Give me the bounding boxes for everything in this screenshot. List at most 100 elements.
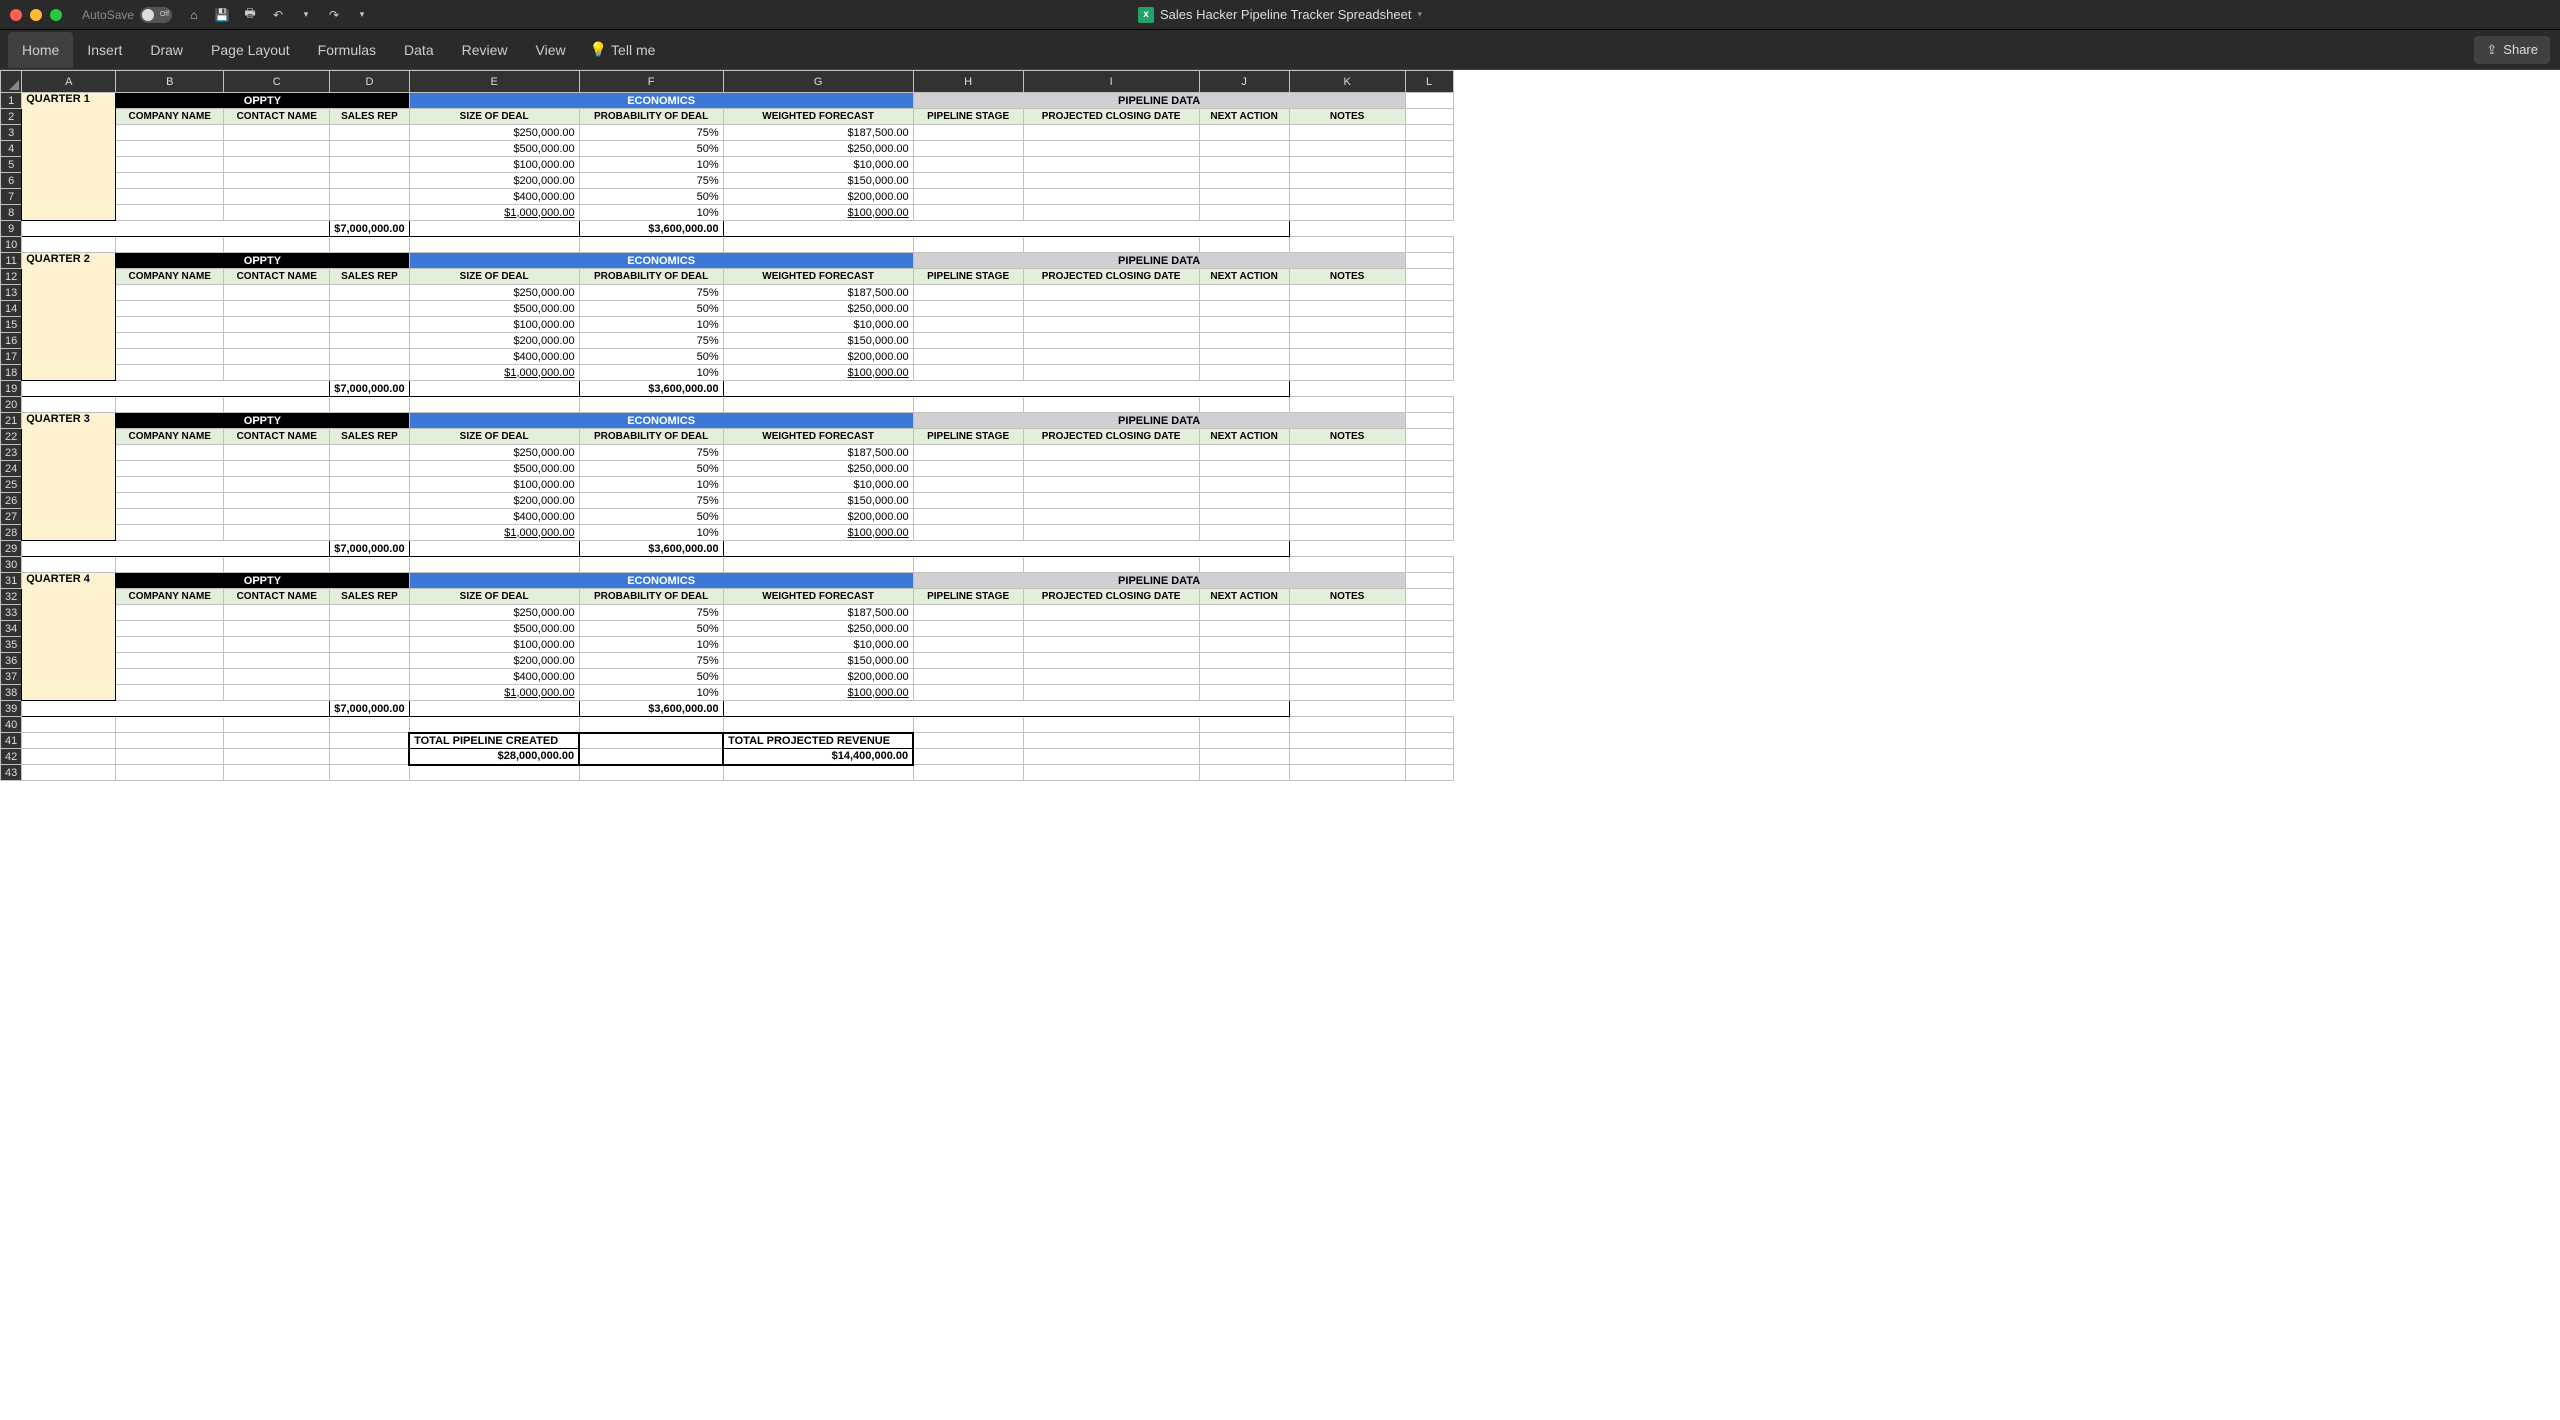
cell[interactable]	[116, 461, 224, 477]
cell[interactable]	[116, 525, 224, 541]
cell[interactable]	[330, 621, 409, 637]
cell[interactable]	[116, 685, 224, 701]
col-header-g[interactable]: G	[723, 71, 913, 93]
cell[interactable]	[116, 365, 224, 381]
subheader-cell[interactable]: SIZE OF DEAL	[409, 269, 579, 285]
cell[interactable]	[1405, 669, 1453, 685]
size-of-deal[interactable]: $200,000.00	[409, 653, 579, 669]
row-header-35[interactable]: 35	[1, 637, 22, 653]
size-of-deal[interactable]: $100,000.00	[409, 477, 579, 493]
cell[interactable]	[1289, 237, 1405, 253]
cell[interactable]	[330, 461, 409, 477]
subheader-cell[interactable]: PROBABILITY OF DEAL	[579, 589, 723, 605]
cell[interactable]	[1405, 109, 1453, 125]
redo-icon[interactable]: ↷	[326, 7, 342, 23]
probability[interactable]: 75%	[579, 653, 723, 669]
cell[interactable]	[1023, 653, 1199, 669]
cell[interactable]	[1289, 717, 1405, 733]
row-header-18[interactable]: 18	[1, 365, 22, 381]
weighted-forecast[interactable]: $150,000.00	[723, 173, 913, 189]
row-header-41[interactable]: 41	[1, 733, 22, 749]
cell[interactable]	[1199, 205, 1289, 221]
cell[interactable]	[1023, 285, 1199, 301]
cell[interactable]	[1405, 93, 1453, 109]
size-of-deal[interactable]: $500,000.00	[409, 621, 579, 637]
probability[interactable]: 50%	[579, 509, 723, 525]
col-header-f[interactable]: F	[579, 71, 723, 93]
cell[interactable]	[116, 157, 224, 173]
cell[interactable]	[1289, 733, 1405, 749]
probability[interactable]: 50%	[579, 669, 723, 685]
row-header-25[interactable]: 25	[1, 477, 22, 493]
row-header-20[interactable]: 20	[1, 397, 22, 413]
cell[interactable]	[1289, 765, 1405, 781]
cell[interactable]	[1405, 413, 1453, 429]
row-header-26[interactable]: 26	[1, 493, 22, 509]
row-header-24[interactable]: 24	[1, 461, 22, 477]
subheader-cell[interactable]: NOTES	[1289, 269, 1405, 285]
cell[interactable]	[116, 445, 224, 461]
cell[interactable]	[116, 477, 224, 493]
cell[interactable]	[224, 333, 330, 349]
cell[interactable]	[1023, 333, 1199, 349]
autosave-toggle[interactable]: AutoSave Off	[82, 7, 172, 23]
cell[interactable]	[1199, 141, 1289, 157]
row-header-43[interactable]: 43	[1, 765, 22, 781]
cell[interactable]	[913, 301, 1023, 317]
cell[interactable]	[1289, 301, 1405, 317]
cell[interactable]	[913, 477, 1023, 493]
cell[interactable]	[330, 445, 409, 461]
cell[interactable]	[116, 237, 224, 253]
cell[interactable]	[1289, 669, 1405, 685]
print-icon[interactable]: 🖶	[242, 7, 258, 23]
subheader-cell[interactable]: NEXT ACTION	[1199, 589, 1289, 605]
cell[interactable]	[330, 141, 409, 157]
cell[interactable]	[224, 557, 330, 573]
cell[interactable]	[1405, 749, 1453, 765]
row-header-40[interactable]: 40	[1, 717, 22, 733]
row-header-34[interactable]: 34	[1, 621, 22, 637]
probability[interactable]: 50%	[579, 301, 723, 317]
weighted-forecast[interactable]: $10,000.00	[723, 317, 913, 333]
cell[interactable]	[330, 477, 409, 493]
cell[interactable]	[1289, 557, 1405, 573]
cell[interactable]	[913, 157, 1023, 173]
cell[interactable]	[330, 525, 409, 541]
cell[interactable]	[330, 205, 409, 221]
subheader-cell[interactable]: NEXT ACTION	[1199, 269, 1289, 285]
weighted-forecast[interactable]: $10,000.00	[723, 477, 913, 493]
size-of-deal[interactable]: $250,000.00	[409, 605, 579, 621]
cell[interactable]	[116, 493, 224, 509]
row-header-16[interactable]: 16	[1, 333, 22, 349]
cell[interactable]	[22, 541, 330, 557]
cell[interactable]	[913, 461, 1023, 477]
section-oppty[interactable]: OPPTY	[116, 253, 409, 269]
row-header-36[interactable]: 36	[1, 653, 22, 669]
cell[interactable]	[723, 557, 913, 573]
cell[interactable]	[116, 317, 224, 333]
probability[interactable]: 50%	[579, 349, 723, 365]
subheader-cell[interactable]: SIZE OF DEAL	[409, 109, 579, 125]
cell[interactable]	[1023, 237, 1199, 253]
quarter-total-forecast[interactable]: $3,600,000.00	[579, 701, 723, 717]
tab-formulas[interactable]: Formulas	[304, 32, 390, 68]
col-header-i[interactable]: I	[1023, 71, 1199, 93]
cell[interactable]	[1289, 445, 1405, 461]
cell[interactable]	[1199, 333, 1289, 349]
cell[interactable]	[1405, 477, 1453, 493]
cell[interactable]	[1405, 333, 1453, 349]
weighted-forecast[interactable]: $250,000.00	[723, 301, 913, 317]
subheader-cell[interactable]: PROJECTED CLOSING DATE	[1023, 269, 1199, 285]
cell[interactable]	[224, 525, 330, 541]
cell[interactable]	[913, 717, 1023, 733]
cell[interactable]	[116, 717, 224, 733]
row-header-31[interactable]: 31	[1, 573, 22, 589]
section-pipeline[interactable]: PIPELINE DATA	[913, 253, 1405, 269]
subheader-cell[interactable]: CONTACT NAME	[224, 429, 330, 445]
cell[interactable]	[1023, 461, 1199, 477]
weighted-forecast[interactable]: $100,000.00	[723, 365, 913, 381]
quarter-label[interactable]: QUARTER 4	[22, 573, 116, 701]
cell[interactable]	[1023, 157, 1199, 173]
cell[interactable]	[1289, 509, 1405, 525]
document-title[interactable]: x Sales Hacker Pipeline Tracker Spreadsh…	[1138, 7, 1422, 23]
